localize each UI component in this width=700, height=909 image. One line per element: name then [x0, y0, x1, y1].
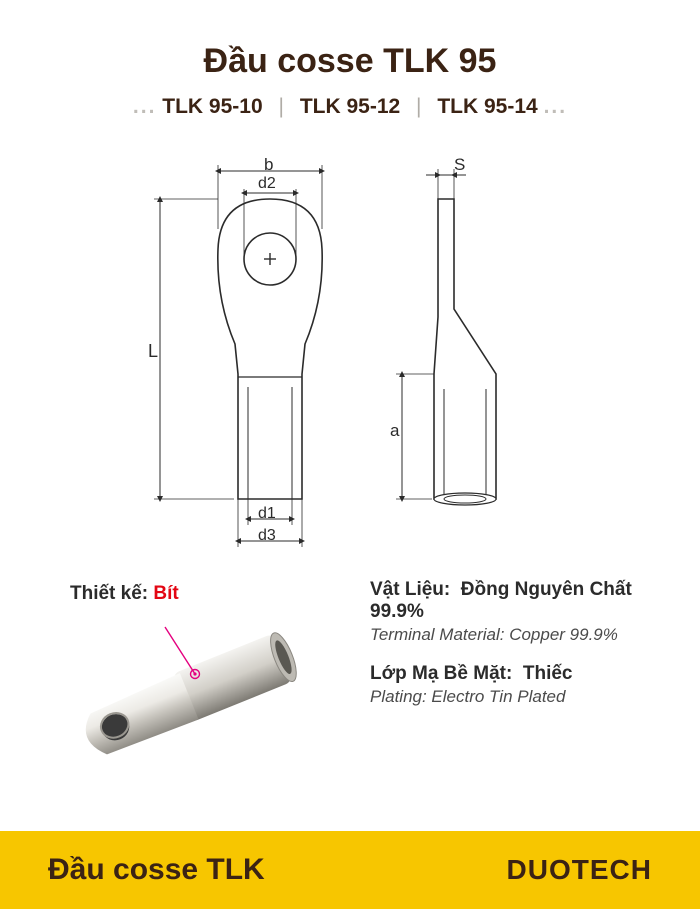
dim-label-L: L	[148, 341, 158, 362]
separator: |	[279, 95, 284, 118]
dim-label-d3: d3	[258, 527, 276, 545]
ellipsis-right: ...	[544, 95, 568, 118]
design-label: Thiết kế: Bít	[70, 583, 179, 605]
design-value: Bít	[153, 583, 178, 604]
footer-product-name: Đầu cosse TLK	[48, 853, 265, 887]
dim-label-b: b	[264, 155, 273, 175]
separator: |	[416, 95, 421, 118]
plating-vn: Lớp Mạ Bề Mặt: Thiếc	[370, 663, 670, 685]
footer-bar: Đầu cosse TLK DUOTECH	[0, 831, 700, 909]
dim-label-a: a	[390, 421, 399, 441]
ellipsis-left: ...	[133, 95, 157, 118]
header: Đầu cosse TLK 95 ... TLK 95-10 | TLK 95-…	[0, 0, 700, 119]
variant-2: TLK 95-12	[300, 95, 400, 118]
dim-label-S: S	[454, 155, 465, 175]
variant-3: TLK 95-14	[437, 95, 537, 118]
variant-1: TLK 95-10	[162, 95, 262, 118]
variant-list: ... TLK 95-10 | TLK 95-12 | TLK 95-14 ..…	[0, 95, 700, 119]
dim-label-d1: d1	[258, 505, 276, 523]
footer-brand: DUOTECH	[507, 854, 652, 886]
product-photo	[60, 619, 310, 789]
dim-label-d2: d2	[258, 175, 276, 193]
material-en: Terminal Material: Copper 99.9%	[370, 625, 670, 645]
technical-diagram: L b d2 d1 d3 S a	[0, 159, 700, 549]
diagram-svg	[0, 159, 700, 549]
spec-block: Vật Liệu: Đồng Nguyên Chất 99.9% Termina…	[370, 579, 670, 725]
design-prefix: Thiết kế:	[70, 583, 148, 604]
page-title: Đầu cosse TLK 95	[0, 42, 700, 81]
plating-en: Plating: Electro Tin Plated	[370, 687, 670, 707]
info-row: Thiết kế: Bít	[0, 559, 700, 799]
material-vn: Vật Liệu: Đồng Nguyên Chất 99.9%	[370, 579, 670, 623]
